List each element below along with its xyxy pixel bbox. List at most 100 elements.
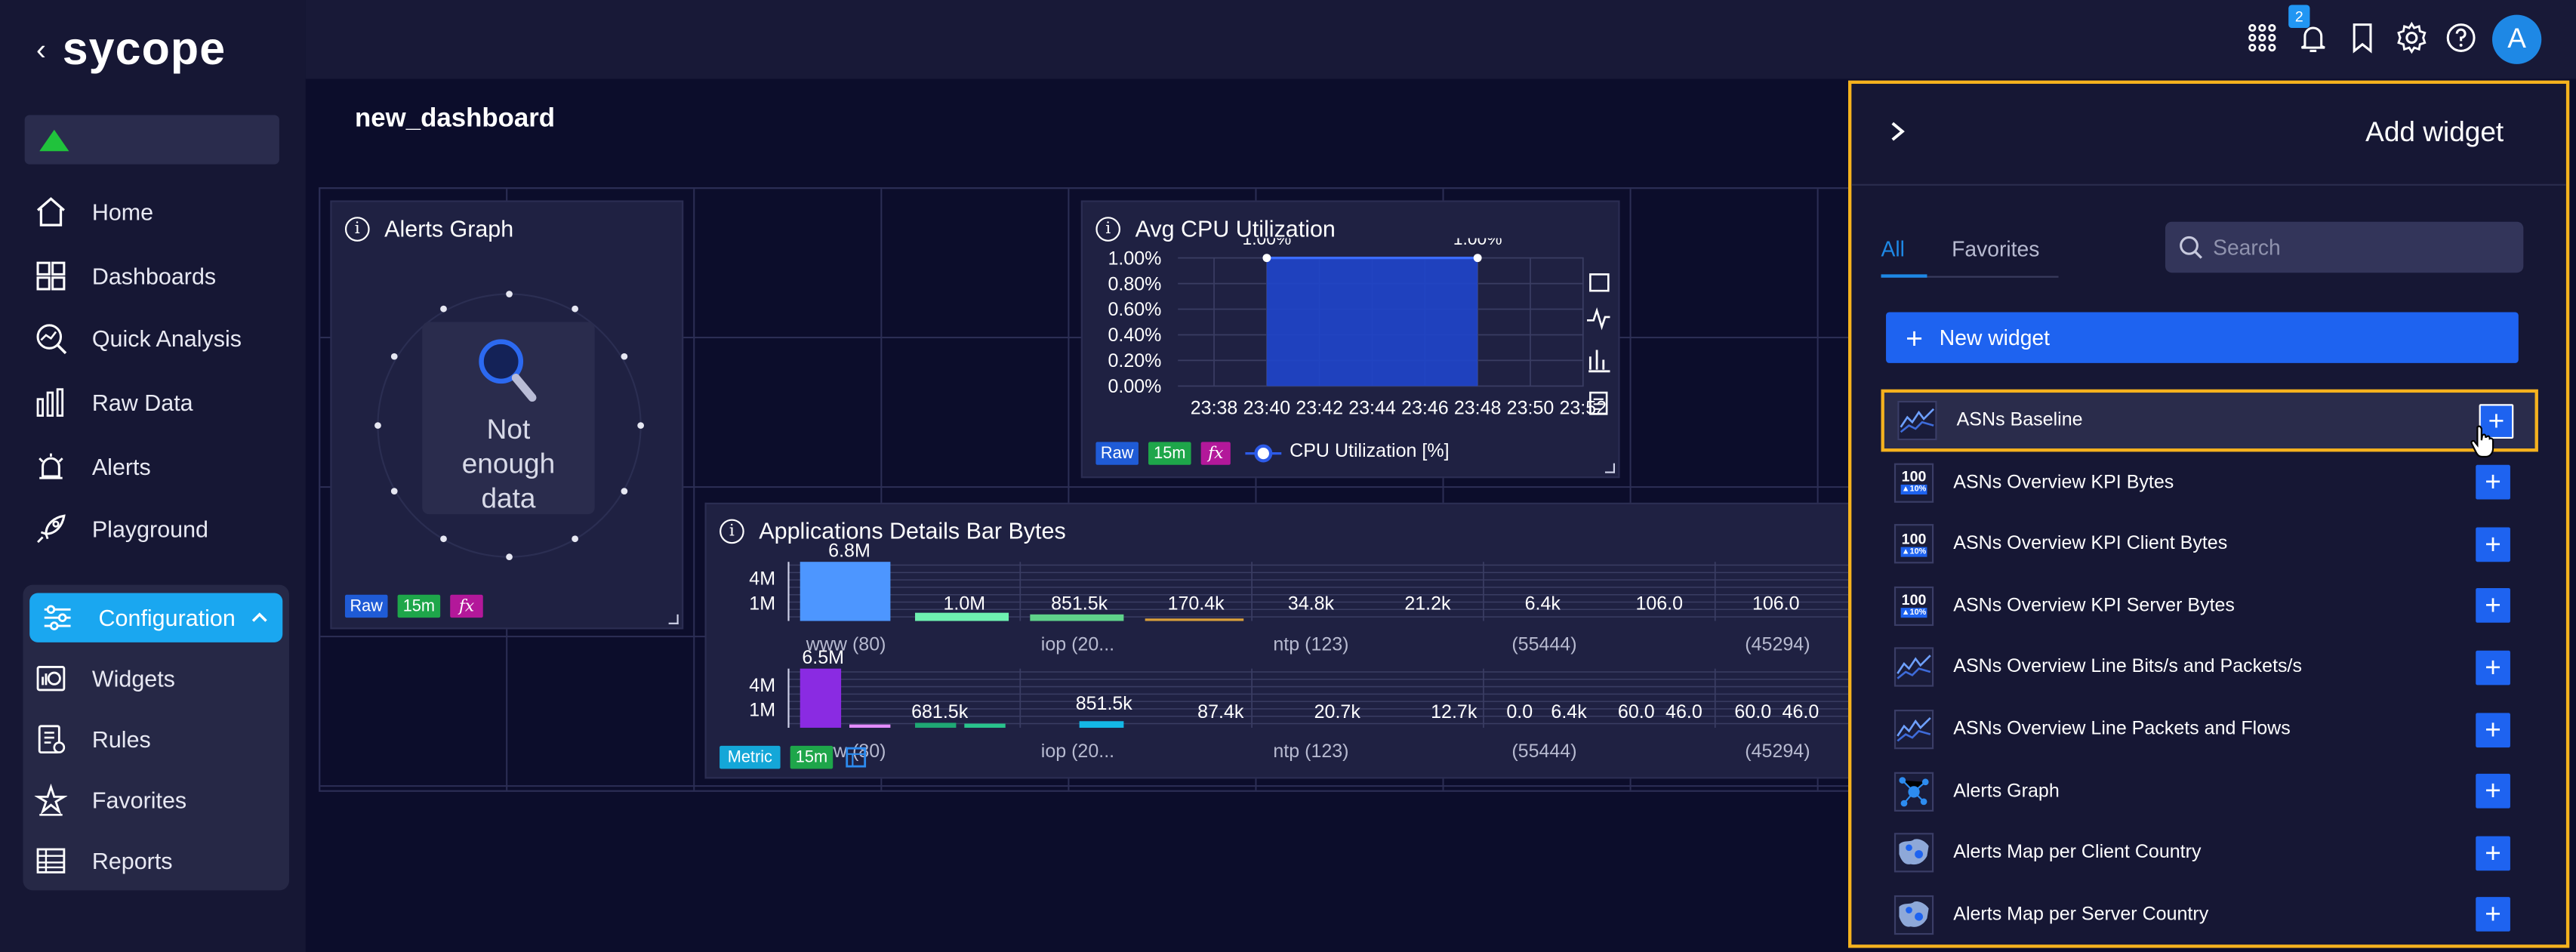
kpi-thumb-delta: ▲10% [1901, 608, 1927, 618]
x-category-label: iop (20... [1041, 741, 1114, 762]
back-chevron-icon[interactable]: ‹ [35, 32, 46, 66]
empty-text-line: Not [486, 414, 531, 445]
widget-list-item[interactable]: 100 ▲10% ASNs Overview KPI Client Bytes + [1881, 513, 2538, 575]
sidebar-item-favorites[interactable]: Favorites [33, 777, 288, 823]
top-bar [305, 0, 2576, 79]
rules-icon [33, 721, 69, 757]
applications-details-widget[interactable]: i Applications Details Bar Bytes 4M 1M 6.8… [704, 502, 1873, 779]
tabs-underline [1881, 276, 2059, 278]
sidebar-item-raw-data[interactable]: Raw Data [33, 380, 288, 426]
sidebar-item-home[interactable]: Home [33, 189, 288, 235]
widget-list-item[interactable]: 100 ▲10% ASNs Overview KPI Bytes + [1881, 451, 2538, 514]
widget-list-item-label: ASNs Overview KPI Server Bytes [1953, 596, 2235, 616]
legend-label[interactable]: CPU Utilization [%] [1290, 442, 1450, 462]
bar-value-label: 60.0 [1734, 701, 1771, 722]
y-tick-label: 0.00% [1108, 376, 1161, 397]
divider [1851, 183, 2566, 186]
kpi-thumb-value: 100 [1901, 468, 1927, 485]
alerts-graph-widget[interactable]: i Alerts Graph Not enough data Raw 15m [330, 200, 684, 630]
y-tick-label: 4M [749, 568, 775, 590]
bar-value-label: 851.5k [1051, 593, 1108, 614]
sidebar-item-label: Home [91, 199, 154, 226]
data-view-icon[interactable] [1589, 391, 1608, 415]
widget-list-item[interactable]: ASNs Overview Line Bits/s and Packets/s + [1881, 636, 2538, 699]
line-mode-icon[interactable] [1587, 307, 1610, 331]
resize-handle-icon[interactable] [668, 614, 679, 624]
chevron-up-icon[interactable] [250, 606, 270, 633]
x-tick-label: 23:40 [1243, 397, 1291, 418]
add-widget-button[interactable]: + [2476, 588, 2510, 624]
sidebar-item-alerts[interactable]: Alerts [33, 444, 288, 490]
bar [915, 722, 957, 728]
add-widget-button[interactable]: + [2476, 835, 2510, 870]
sidebar-item-label: Widgets [91, 665, 175, 692]
tab-all[interactable]: All [1881, 236, 1905, 261]
sidebar-item-reports[interactable]: Reports [33, 838, 288, 884]
kpi-thumb-delta: ▲10% [1901, 485, 1927, 495]
widget-list-item[interactable]: Alerts Graph + [1881, 760, 2538, 823]
help-icon[interactable] [2443, 20, 2479, 56]
widget-list-item[interactable]: 100 ▲10% ASNs Overview KPI Server Bytes + [1881, 575, 2538, 637]
cpu-area [1266, 257, 1478, 387]
avatar[interactable]: A [2491, 14, 2542, 64]
search-input[interactable] [2213, 235, 2492, 260]
raw-tag: Raw [1095, 442, 1139, 465]
kpi-thumb-value: 100 [1901, 592, 1927, 608]
widget-list-item[interactable]: Alerts Map per Server Country + [1881, 883, 2538, 946]
apps-grid-icon[interactable] [2244, 20, 2280, 56]
widget-list-item[interactable]: ASNs Baseline + [1881, 389, 2538, 452]
cpu-point-label: 1.00% [1453, 239, 1502, 249]
gear-icon[interactable] [2393, 20, 2430, 56]
add-widget-button[interactable]: + [2479, 403, 2514, 438]
bar-value-label: 106.0 [1635, 593, 1683, 614]
table-view-icon[interactable] [844, 746, 867, 769]
sidebar-item-configuration[interactable]: Configuration [29, 593, 283, 642]
avg-cpu-widget[interactable]: i Avg CPU Utilization 1.00% 0.80% 0.60% 0.4… [1080, 200, 1620, 479]
status-indicator[interactable] [24, 115, 279, 165]
bar-mode-icon[interactable] [1588, 350, 1610, 373]
collapse-panel-icon[interactable] [1887, 120, 1907, 151]
page-title[interactable]: new_dashboard [355, 105, 556, 134]
widget-title: i Avg CPU Utilization [1095, 215, 1336, 242]
search-box[interactable] [2165, 221, 2524, 273]
y-tick-label: 0.20% [1108, 350, 1161, 371]
add-widget-button[interactable]: + [2476, 465, 2510, 500]
fx-tag: fx [450, 594, 483, 618]
sidebar-item-rules[interactable]: Rules [33, 716, 288, 763]
bar [1030, 614, 1124, 621]
add-widget-button[interactable]: + [2476, 897, 2510, 932]
y-tick-label: 1.00% [1108, 248, 1161, 269]
sidebar-item-widgets[interactable]: Widgets [33, 655, 288, 701]
legend-marker-icon [1245, 444, 1282, 463]
x-category-label: (55444) [1511, 741, 1576, 762]
add-widget-button[interactable]: + [2476, 526, 2510, 562]
widget-list-item-label: ASNs Overview Line Packets and Flows [1953, 719, 2291, 740]
bell-icon[interactable] [2295, 20, 2331, 56]
reports-icon [33, 843, 69, 879]
add-widget-button[interactable]: + [2476, 774, 2510, 809]
logo[interactable]: sycope [62, 23, 226, 74]
info-icon[interactable]: i [344, 216, 370, 241]
bookmark-icon[interactable] [2344, 20, 2380, 56]
widget-title: i Alerts Graph [344, 215, 513, 242]
zoom-select-icon[interactable] [1589, 273, 1610, 292]
add-widget-button[interactable]: + [2476, 712, 2510, 747]
tab-favorites[interactable]: Favorites [1952, 236, 2040, 261]
info-icon[interactable]: i [719, 518, 744, 544]
bar [849, 724, 891, 728]
add-widget-button[interactable]: + [2476, 650, 2510, 686]
sidebar-item-dashboards[interactable]: Dashboards [33, 253, 288, 299]
bar-value-label: 170.4k [1168, 593, 1225, 614]
x-tick-label: 23:44 [1348, 397, 1396, 418]
info-icon[interactable]: i [1095, 216, 1121, 241]
sidebar-item-quick-analysis[interactable]: Quick Analysis [33, 316, 288, 362]
resize-handle-icon[interactable] [1604, 463, 1616, 473]
widget-title-text: Applications Details Bar Bytes [759, 517, 1066, 544]
new-widget-button[interactable]: + New widget [1886, 312, 2519, 363]
widget-list-item[interactable]: Alerts Map per Client Country + [1881, 821, 2538, 884]
widget-list-item-label: Alerts Map per Client Country [1953, 843, 2202, 863]
x-tick-label: 23:42 [1296, 397, 1343, 418]
sidebar-item-playground[interactable]: Playground [33, 506, 288, 552]
widget-list-item[interactable]: ASNs Overview Line Packets and Flows + [1881, 698, 2538, 761]
kpi-thumb-value: 100 [1901, 530, 1927, 547]
